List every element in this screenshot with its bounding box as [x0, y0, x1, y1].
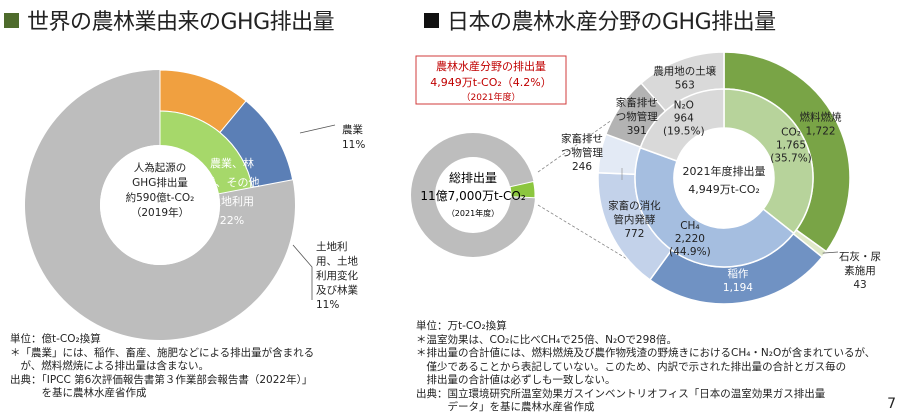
manure-ch4-label-line: つ物管理	[561, 146, 603, 159]
lime-label-line: 石灰・尿	[839, 250, 881, 263]
agri-callout-year: （2021年度）	[462, 91, 521, 103]
ch4-label: CH₄ 2,220 (44.9%)	[669, 220, 711, 258]
note-line: データ」を基に農林水産省作成	[416, 401, 595, 413]
agri-callout-title: 農林水産分野の排出量	[436, 59, 546, 73]
left-center-label-line: 約590億t-CO₂	[126, 191, 195, 204]
afolu-label-line: 農業、林	[210, 156, 254, 170]
lulucf-label-line: 用、土地	[316, 255, 358, 268]
note-line: 排出量の合計値は必ずしも一致しない。	[416, 374, 616, 386]
right-chart-title: 日本の農林水産分野のGHG排出量	[424, 4, 776, 36]
afolu-label-line: 土地利用	[210, 195, 254, 208]
co2-label-line: (35.7%)	[770, 153, 812, 165]
lime-label: 石灰・尿素施用 43	[839, 250, 881, 291]
lulucf-label-line: 土地利	[316, 240, 348, 253]
right-notes: 単位：万t-CO₂換算 ＊温室効果は、CO₂に比べCH₄で25倍、N₂Oで298倍…	[416, 320, 875, 415]
left-center-label-line: 人為起源の	[134, 161, 187, 174]
note-line: ＊排出量の合計値には、燃料燃焼及び農作物残渣の野焼きにおけるCH₄・N₂Oが含ま…	[416, 347, 876, 359]
fuel-label: 燃料燃焼 1,722	[800, 111, 842, 138]
manure-n2o-label-line: つ物管理	[616, 110, 658, 123]
left-title-text: 世界の農林業由来のGHG排出量	[27, 10, 335, 35]
lime-leader-line	[822, 251, 839, 254]
note-line: が、燃料燃焼による排出量は含まない。	[10, 360, 209, 372]
pie-hole	[100, 145, 220, 265]
title-bullet-icon	[4, 12, 19, 28]
agriculture-label-line: 農業	[342, 123, 363, 136]
left-center-label-line: （2019年）	[131, 206, 189, 219]
lulucf-label-line: 11%	[316, 299, 339, 311]
co2-label-line: CO₂	[781, 127, 801, 139]
rice-label-line: 稲作	[727, 268, 748, 280]
co2-label: CO₂ 1,765 (35.7%)	[770, 127, 812, 165]
soil-label-line: 563	[675, 80, 695, 92]
main-center-label-line: 4,949万t-CO₂	[688, 183, 760, 196]
agri-callout-box	[415, 55, 567, 105]
lulucf-label: 土地利用、土地利用変化及び林業 11%	[316, 240, 358, 311]
fuel-label-line: 1,722	[806, 126, 836, 138]
lime-label-line: 素施用	[844, 264, 876, 277]
zoom-connector-lines	[537, 102, 643, 269]
afolu-label-line: 22%	[220, 214, 244, 227]
note-line: 出典：国立環境研究所温室効果ガスインベントリオフィス「日本の温室効果ガス排出量	[416, 387, 826, 400]
total-year: （2021年度）	[447, 208, 499, 218]
rice-label: 稲作 1,194	[723, 268, 753, 294]
note-line: 出典：「IPCC 第6次評価報告書第３作業部会報告書（2022年）」	[10, 373, 313, 386]
enteric-label-line: 管内発酵	[613, 213, 655, 226]
afolu-label-line: 業、その他	[205, 176, 260, 189]
note-line: ＊温室効果は、CO₂に比べCH₄で25倍、N₂Oで298倍。	[416, 333, 677, 346]
total-donut-hole	[435, 157, 511, 233]
rice-label-line: 1,194	[723, 282, 753, 294]
lulucf-label-line: 利用変化	[316, 269, 358, 282]
enteric-label-line: 772	[624, 228, 644, 240]
afolu-label: 農業、林業、その他土地利用 22%	[205, 156, 260, 227]
note-line: 単位：万t-CO₂換算	[416, 320, 507, 332]
n2o-label: N₂O 964 (19.5%)	[663, 100, 705, 138]
enteric-label-line: 家畜の消化	[608, 199, 661, 212]
manure-ch4-label-line: 246	[572, 161, 592, 173]
n2o-label-line: (19.5%)	[663, 126, 705, 138]
n2o-label-line: N₂O	[674, 100, 694, 112]
agriculture-label-line: 11%	[342, 139, 365, 151]
co2-label-line: 1,765	[776, 140, 806, 152]
manure-n2o-label-line: 家畜排せ	[616, 96, 658, 109]
pie-slice-other	[24, 70, 295, 340]
n2o-label-line: 964	[674, 113, 694, 125]
enteric-label: 家畜の消化管内発酵 772	[608, 199, 661, 240]
manure-ch4-label-line: 家畜排せ	[561, 132, 603, 145]
total-label: 総排出量	[449, 171, 497, 185]
lime-label-line: 43	[853, 279, 866, 291]
note-line: 僅少であることから表記していない。このため、内訳で示された排出量の合計とガス毎の	[416, 360, 847, 373]
left-center-label: 人為起源の GHG排出量約590億t-CO₂ （2019年）	[126, 161, 195, 219]
note-line: を基に農林水産省作成	[10, 387, 147, 399]
main-center-label-line: 2021年度排出量	[683, 164, 766, 178]
soil-label-line: 農用地の土壌	[653, 65, 716, 78]
left-notes: 単位：億t-CO₂換算 ＊「農業」には、稲作、畜産、施肥などによる排出量が含まれる…	[10, 333, 314, 401]
main-donut-hole	[674, 128, 774, 228]
right-title-text: 日本の農林水産分野のGHG排出量	[447, 10, 776, 35]
fuel-label-line: 燃料燃焼	[800, 111, 842, 124]
left-chart-title: 世界の農林業由来のGHG排出量	[4, 4, 335, 36]
manure-n2o-label-line: 391	[627, 125, 647, 137]
total-value: 11億7,000万t-CO₂	[420, 189, 525, 203]
manure-ch4-label: 家畜排せつ物管理 246	[561, 132, 603, 173]
manure-n2o-label: 家畜排せつ物管理 391	[616, 96, 658, 137]
title-bullet-icon	[424, 12, 439, 28]
agriculture-leader-line	[299, 124, 336, 134]
ch4-label-line: 2,220	[675, 233, 705, 245]
agri-callout-value: 4,949万t-CO₂（4.2%）	[430, 76, 551, 89]
ch4-label-line: (44.9%)	[669, 246, 711, 258]
note-line: ＊「農業」には、稲作、畜産、施肥などによる排出量が含まれる	[10, 346, 315, 359]
ch4-label-line: CH₄	[680, 220, 699, 232]
agriculture-label: 農業 11%	[342, 123, 365, 151]
main-center-label: 2021年度排出量 4,949万t-CO₂	[683, 164, 766, 196]
page-number: 7	[887, 396, 896, 412]
soil-label: 農用地の土壌 563	[653, 65, 716, 92]
left-center-label-line: GHG排出量	[132, 176, 188, 189]
lulucf-label-line: 及び林業	[316, 284, 358, 297]
note-line: 単位：億t-CO₂換算	[10, 333, 101, 345]
lulucf-leader-line	[292, 244, 313, 300]
